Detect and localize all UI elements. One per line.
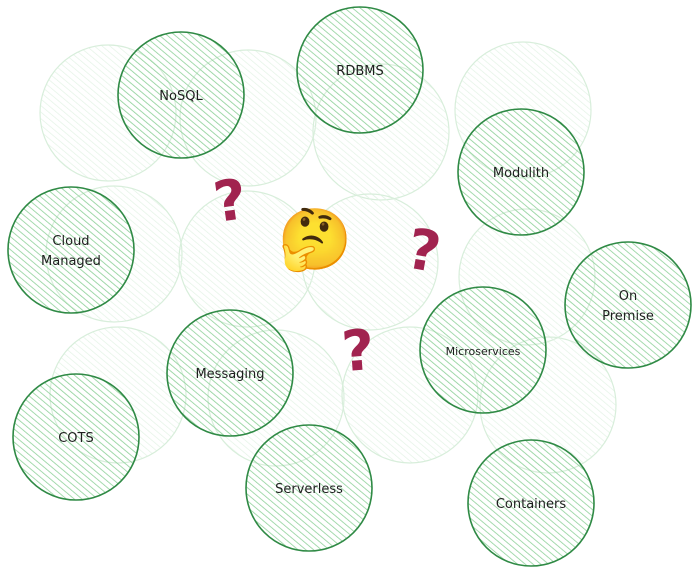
node-label: Containers: [496, 497, 567, 512]
node-cloud-managed[interactable]: Cloud Managed: [7, 186, 135, 314]
thinking-face-icon: 🤔: [278, 205, 353, 275]
question-marks: ???🤔: [210, 167, 446, 385]
node-label: Cloud: [52, 234, 89, 249]
node-circle: [564, 241, 692, 369]
node-circle: [12, 373, 140, 501]
node-modulith[interactable]: Modulith: [457, 108, 585, 236]
node-label: Premise: [602, 309, 654, 324]
node-messaging[interactable]: Messaging: [166, 309, 294, 437]
node-label: NoSQL: [159, 89, 203, 104]
node-nosql[interactable]: NoSQL: [117, 31, 245, 159]
question-mark: ?: [340, 318, 377, 385]
node-label: Serverless: [275, 482, 343, 497]
node-circle: [467, 439, 595, 567]
background-circle: [301, 193, 439, 331]
node-circle: [296, 6, 424, 134]
node-on-premise[interactable]: On Premise: [564, 241, 692, 369]
node-circle: [419, 286, 547, 414]
node-label: Microservices: [446, 345, 521, 358]
node-label: Modulith: [493, 166, 549, 181]
node-circle: [245, 424, 373, 552]
node-circle: [117, 31, 245, 159]
node-circle: [457, 108, 585, 236]
node-label: Messaging: [195, 367, 264, 382]
node-label: RDBMS: [336, 64, 383, 79]
node-circle: [7, 186, 135, 314]
node-rdbms[interactable]: RDBMS: [296, 6, 424, 134]
node-label: On: [619, 289, 637, 304]
nodes: NoSQL RDBMS Modulith Cloud Managed On Premise M…: [7, 6, 692, 567]
node-cots[interactable]: COTS: [12, 373, 140, 501]
node-circle: [166, 309, 294, 437]
node-containers[interactable]: Containers: [467, 439, 595, 567]
node-serverless[interactable]: Serverless: [245, 424, 373, 552]
node-label: COTS: [58, 431, 94, 446]
node-microservices[interactable]: Microservices: [419, 286, 547, 414]
node-label: Managed: [41, 254, 101, 269]
